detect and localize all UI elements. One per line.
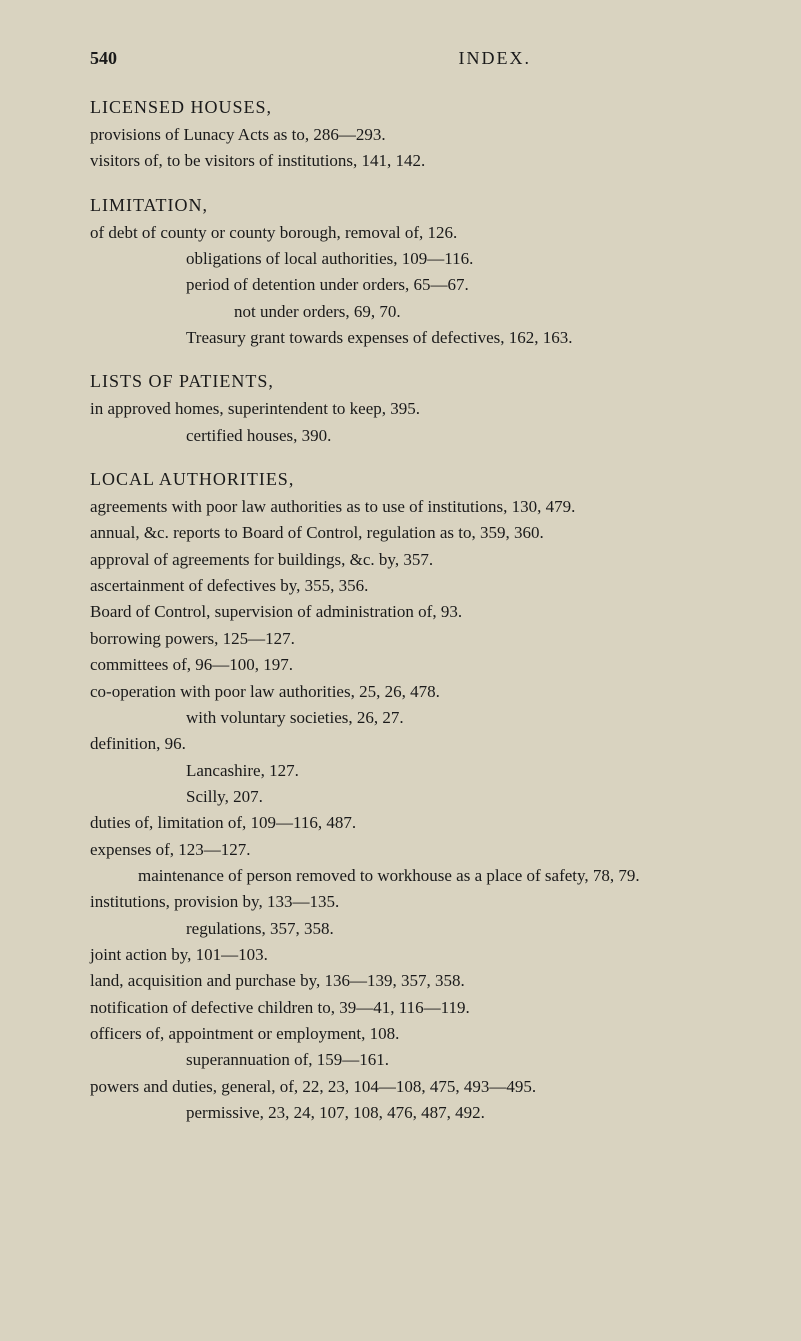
entry-local-authorities: LOCAL AUTHORITIES, agreements with poor … (90, 469, 731, 1126)
entry-heading: LOCAL AUTHORITIES, (90, 469, 731, 490)
entry-lists-of-patients: LISTS OF PATIENTS, in approved homes, su… (90, 371, 731, 449)
entry-line: Treasury grant towards expenses of defec… (90, 325, 731, 351)
entry-line: co-operation with poor law authorities, … (90, 679, 731, 705)
entry-line: not under orders, 69, 70. (90, 299, 731, 325)
entry-line: provisions of Lunacy Acts as to, 286—293… (90, 122, 731, 148)
entry-line: maintenance of person removed to workhou… (90, 863, 731, 889)
entry-line: agreements with poor law authorities as … (90, 494, 731, 520)
entry-line: annual, &c. reports to Board of Control,… (90, 520, 731, 546)
entry-line: institutions, provision by, 133—135. (90, 889, 731, 915)
entry-line: of debt of county or county borough, rem… (90, 220, 731, 246)
entry-line: land, acquisition and purchase by, 136—1… (90, 968, 731, 994)
entry-line: Lancashire, 127. (90, 758, 731, 784)
entry-line: superannuation of, 159—161. (90, 1047, 731, 1073)
page-header: 540 INDEX. (90, 48, 731, 69)
entry-line: period of detention under orders, 65—67. (90, 272, 731, 298)
page-number: 540 (90, 48, 117, 69)
entry-line: Scilly, 207. (90, 784, 731, 810)
entry-line: duties of, limitation of, 109—116, 487. (90, 810, 731, 836)
entry-line: approval of agreements for buildings, &c… (90, 547, 731, 573)
entry-line: regulations, 357, 358. (90, 916, 731, 942)
entry-line: visitors of, to be visitors of instituti… (90, 148, 731, 174)
entry-line: joint action by, 101—103. (90, 942, 731, 968)
entry-line: obligations of local authorities, 109—11… (90, 246, 731, 272)
entry-line: Board of Control, supervision of adminis… (90, 599, 731, 625)
entry-heading: LISTS OF PATIENTS, (90, 371, 731, 392)
entry-line: expenses of, 123—127. (90, 837, 731, 863)
entry-line: permissive, 23, 24, 107, 108, 476, 487, … (90, 1100, 731, 1126)
entry-line: in approved homes, superintendent to kee… (90, 396, 731, 422)
entry-line: committees of, 96—100, 197. (90, 652, 731, 678)
entry-line: certified houses, 390. (90, 423, 731, 449)
page-title: INDEX. (459, 48, 532, 69)
entry-line: definition, 96. (90, 731, 731, 757)
entry-line: borrowing powers, 125—127. (90, 626, 731, 652)
entry-limitation: LIMITATION, of debt of county or county … (90, 195, 731, 352)
entry-heading: LICENSED HOUSES, (90, 97, 731, 118)
entry-licensed-houses: LICENSED HOUSES, provisions of Lunacy Ac… (90, 97, 731, 175)
entry-line: ascertainment of defectives by, 355, 356… (90, 573, 731, 599)
entry-heading: LIMITATION, (90, 195, 731, 216)
entry-line: officers of, appointment or employment, … (90, 1021, 731, 1047)
entry-line: powers and duties, general, of, 22, 23, … (90, 1074, 731, 1100)
entry-line: notification of defective children to, 3… (90, 995, 731, 1021)
entry-line: with voluntary societies, 26, 27. (90, 705, 731, 731)
